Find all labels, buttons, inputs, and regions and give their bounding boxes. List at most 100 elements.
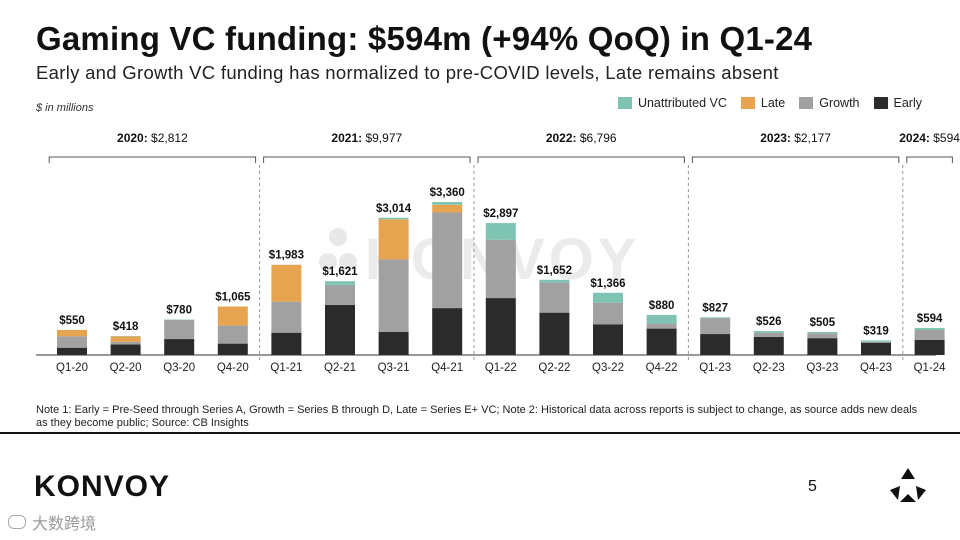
x-tick-q4-21: Q4-21 bbox=[431, 362, 463, 374]
bar-early-q4-20 bbox=[217, 343, 248, 355]
x-tick-q4-22: Q4-22 bbox=[646, 362, 678, 374]
bar-growth-q2-22 bbox=[539, 282, 570, 313]
bar-early-q3-22 bbox=[593, 324, 623, 355]
x-tick-q1-24: Q1-24 bbox=[914, 362, 947, 374]
legend-label-growth: Growth bbox=[819, 96, 860, 110]
year-total-label-0: 2020: $2,812 bbox=[117, 131, 188, 145]
bar-early-q3-23 bbox=[807, 338, 838, 355]
bar-early-q1-23 bbox=[700, 334, 731, 355]
year-label-4: 2024: bbox=[899, 131, 930, 145]
year-bracket-4 bbox=[906, 156, 953, 163]
x-tick-q1-23: Q1-23 bbox=[699, 362, 731, 374]
bar-early-q4-21 bbox=[432, 308, 463, 355]
bar-growth-q4-22 bbox=[646, 323, 677, 329]
value-label-q4-22: $880 bbox=[649, 300, 675, 312]
legend-item-late: Late bbox=[740, 96, 785, 110]
bar-growth-q3-23 bbox=[807, 333, 838, 339]
x-tick-q1-20: Q1-20 bbox=[56, 362, 88, 374]
value-label-q2-20: $418 bbox=[113, 321, 139, 333]
year-total-label-2: 2022: $6,796 bbox=[546, 131, 617, 145]
year-bracket-1 bbox=[263, 156, 471, 163]
page-subtitle: Early and Growth VC funding has normaliz… bbox=[36, 62, 779, 83]
value-label-q1-23: $827 bbox=[702, 302, 728, 314]
bar-unattributed-q1-22 bbox=[485, 223, 516, 240]
bar-growth-q1-20 bbox=[57, 336, 87, 348]
x-tick-q4-23: Q4-23 bbox=[860, 362, 892, 374]
x-tick-q1-22: Q1-22 bbox=[485, 362, 517, 374]
bar-late-q4-21 bbox=[432, 204, 463, 213]
bar-unattributed-q2-22 bbox=[539, 279, 570, 283]
legend-swatch-unattributed bbox=[617, 97, 632, 109]
bar-early-q2-22 bbox=[539, 312, 570, 355]
bar-late-q4-20 bbox=[217, 306, 248, 326]
year-bracket-2 bbox=[477, 156, 685, 163]
year-label-0: 2020: bbox=[117, 131, 148, 145]
value-label-q1-24: $594 bbox=[917, 313, 943, 325]
value-label-q4-23: $319 bbox=[863, 325, 889, 337]
bar-late-q3-21 bbox=[378, 219, 409, 260]
legend-item-early: Early bbox=[873, 96, 922, 110]
x-tick-q3-22: Q3-22 bbox=[592, 362, 624, 374]
year-label-3: 2023: bbox=[760, 131, 791, 145]
bar-unattributed-q4-21 bbox=[432, 202, 463, 205]
bar-unattributed-q4-23 bbox=[861, 340, 891, 342]
x-tick-q2-20: Q2-20 bbox=[110, 362, 142, 374]
bar-unattributed-q4-22 bbox=[646, 314, 677, 324]
bar-early-q4-23 bbox=[861, 342, 891, 355]
source-sticker: 大数跨境 bbox=[8, 510, 96, 534]
value-label-q4-20: $1,065 bbox=[215, 292, 251, 304]
x-tick-q3-23: Q3-23 bbox=[806, 362, 838, 374]
x-tick-q2-22: Q2-22 bbox=[538, 362, 570, 374]
bar-unattributed-q2-21 bbox=[325, 281, 355, 285]
year-total-label-1: 2021: $9,977 bbox=[331, 131, 402, 145]
year-total-3: $2,177 bbox=[791, 131, 831, 145]
legend-label-unattributed: Unattributed VC bbox=[637, 96, 727, 110]
x-tick-q2-21: Q2-21 bbox=[324, 362, 356, 374]
x-tick-q3-21: Q3-21 bbox=[378, 362, 410, 374]
legend-swatch-early bbox=[873, 97, 888, 109]
value-label-q1-21: $1,983 bbox=[269, 250, 304, 262]
bar-late-q1-21 bbox=[271, 264, 302, 302]
konvoy-corner-logo-icon bbox=[890, 468, 926, 502]
bar-growth-q3-21 bbox=[378, 259, 409, 332]
bar-unattributed-q3-21 bbox=[378, 217, 409, 220]
brand-logo: KONVOY bbox=[34, 470, 171, 503]
year-total-4: $594 bbox=[930, 131, 960, 145]
x-tick-q2-23: Q2-23 bbox=[753, 362, 785, 374]
x-tick-q3-20: Q3-20 bbox=[163, 362, 195, 374]
bar-growth-q2-23 bbox=[753, 332, 784, 337]
value-label-q3-21: $3,014 bbox=[376, 203, 412, 215]
bar-late-q2-20 bbox=[110, 336, 141, 342]
bar-growth-q3-20 bbox=[164, 319, 195, 340]
bar-growth-q1-24 bbox=[914, 329, 945, 340]
bar-growth-q4-20 bbox=[217, 325, 248, 344]
bar-unattributed-q1-23 bbox=[700, 317, 731, 319]
year-total-1: $9,977 bbox=[362, 131, 402, 145]
year-label-2: 2022: bbox=[546, 131, 577, 145]
year-total-label-4: 2024: $594 bbox=[899, 131, 960, 145]
bar-early-q2-20 bbox=[110, 344, 141, 355]
bar-early-q2-23 bbox=[753, 336, 784, 355]
bar-growth-q1-22 bbox=[485, 239, 516, 299]
value-label-q4-21: $3,360 bbox=[430, 187, 465, 199]
x-tick-q4-20: Q4-20 bbox=[217, 362, 249, 374]
value-label-q3-22: $1,366 bbox=[590, 278, 625, 290]
legend-swatch-late bbox=[740, 97, 755, 109]
bar-early-q3-20 bbox=[164, 339, 195, 355]
value-label-q3-20: $780 bbox=[166, 304, 192, 316]
legend-label-early: Early bbox=[893, 96, 922, 110]
sticker-icon bbox=[8, 515, 26, 529]
bar-unattributed-q3-22 bbox=[593, 292, 623, 303]
bar-late-q1-20 bbox=[57, 329, 87, 337]
legend-item-growth: Growth bbox=[799, 96, 860, 110]
year-total-label-3: 2023: $2,177 bbox=[760, 131, 831, 145]
bar-growth-q1-21 bbox=[271, 301, 302, 333]
bar-growth-q4-21 bbox=[432, 212, 463, 309]
bar-early-q1-20 bbox=[57, 347, 87, 355]
page-title: Gaming VC funding: $594m (+94% QoQ) in Q… bbox=[36, 20, 813, 57]
year-total-0: $2,812 bbox=[148, 131, 188, 145]
bar-growth-q1-23 bbox=[700, 318, 731, 335]
bar-growth-q3-22 bbox=[593, 302, 623, 325]
year-bracket-3 bbox=[691, 156, 900, 163]
